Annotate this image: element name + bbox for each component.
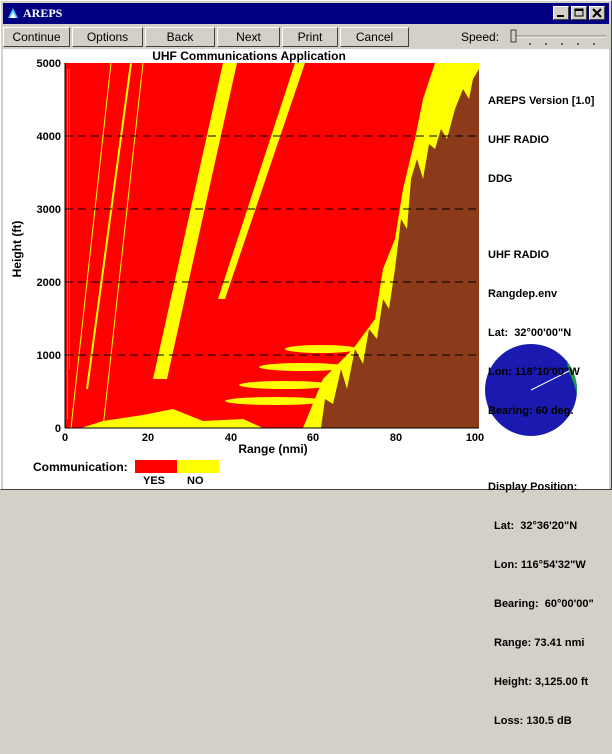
speckle-near-source [67,69,70,419]
x-ticks: 0 20 40 60 80 100 [62,432,484,444]
sensor-label: UHF RADIO [488,249,550,261]
maximize-icon [574,8,584,17]
dp-range-label: Range: 73.41 nmi [494,637,585,649]
fringe-bands [225,345,357,405]
legend-no-swatch [177,460,219,473]
minimize-icon [557,15,564,17]
platform-label: DDG [488,173,513,185]
dp-bearing-label: Bearing: 60°00'00" [494,598,594,610]
system-label: UHF RADIO [488,134,550,146]
terrain-profile [321,69,479,428]
speed-label: Speed: [461,30,500,44]
print-button[interactable]: Print [282,27,338,47]
display-position-label: Display Position: [488,481,578,493]
x-tick-label: 100 [466,432,484,444]
window-title: AREPS [23,6,63,20]
legend-yes-swatch [135,460,177,473]
env-file-label: Rangdep.env [488,288,558,300]
surface-no-coverage [81,409,263,428]
areps-app-icon [6,6,20,20]
plot-area: UHF Communications Application [3,49,609,727]
y-tick-label: 4000 [37,131,61,143]
x-tick-label: 60 [307,432,319,444]
y-tick-label: 3000 [37,204,61,216]
dp-lat-label: Lat: 32°36'20"N [494,520,578,532]
coverage-plot[interactable]: UHF Communications Application [3,49,609,489]
info-panel: AREPS Version [1.0] UHF RADIO DDG UHF RA… [488,69,608,754]
dp-lon-label: Lon: 116°54'32"W [494,559,586,571]
x-tick-label: 40 [225,432,237,444]
lat-label: Lat: 32°00'00"N [488,327,572,339]
y-axis-label: Height (ft) [10,221,24,278]
no-coverage-lobe-2 [218,63,305,299]
title-bar[interactable]: AREPS [3,3,609,24]
x-axis-label: Range (nmi) [238,442,307,456]
minimize-button[interactable] [553,6,569,20]
legend-yes-label: YES [143,475,166,487]
x-tick-label: 20 [142,432,154,444]
cancel-button[interactable]: Cancel [340,27,409,47]
interference-lines [70,63,144,428]
y-ticks: 0 1000 2000 3000 4000 5000 [37,58,61,435]
legend-label: Communication: [33,460,128,474]
bearing-label: Bearing: 60 deg. [488,405,574,417]
legend-no-label: NO [187,475,204,487]
bearing-line [530,370,570,391]
version-label: AREPS Version [1.0] [488,95,595,107]
coverage-field [65,63,479,428]
areps-window: AREPS Continue Options Back Next Print C… [0,0,612,727]
y-tick-label: 1000 [37,350,61,362]
close-icon [592,8,602,18]
back-button[interactable]: Back [145,27,215,47]
plot-title: UHF Communications Application [152,49,346,63]
close-button[interactable] [589,6,605,20]
lon-label: Lon: 118°10'00"W [488,366,580,378]
no-coverage-lobe-1 [153,63,237,379]
x-tick-label: 80 [390,432,402,444]
toolbar: Continue Options Back Next Print Cancel … [3,26,609,48]
next-button[interactable]: Next [217,27,280,47]
y-tick-label: 2000 [37,277,61,289]
continue-button[interactable]: Continue [3,27,70,47]
dp-loss-label: Loss: 130.5 dB [494,715,572,727]
gridlines [65,135,479,356]
speed-slider-thumb[interactable] [510,29,517,43]
options-button[interactable]: Options [72,27,143,47]
y-tick-label: 5000 [37,58,61,70]
dp-height-label: Height: 3,125.00 ft [494,676,589,688]
maximize-button[interactable] [571,6,587,20]
y-tick-label: 0 [55,423,61,435]
x-tick-label: 0 [62,432,68,444]
speed-slider[interactable] [508,27,608,47]
